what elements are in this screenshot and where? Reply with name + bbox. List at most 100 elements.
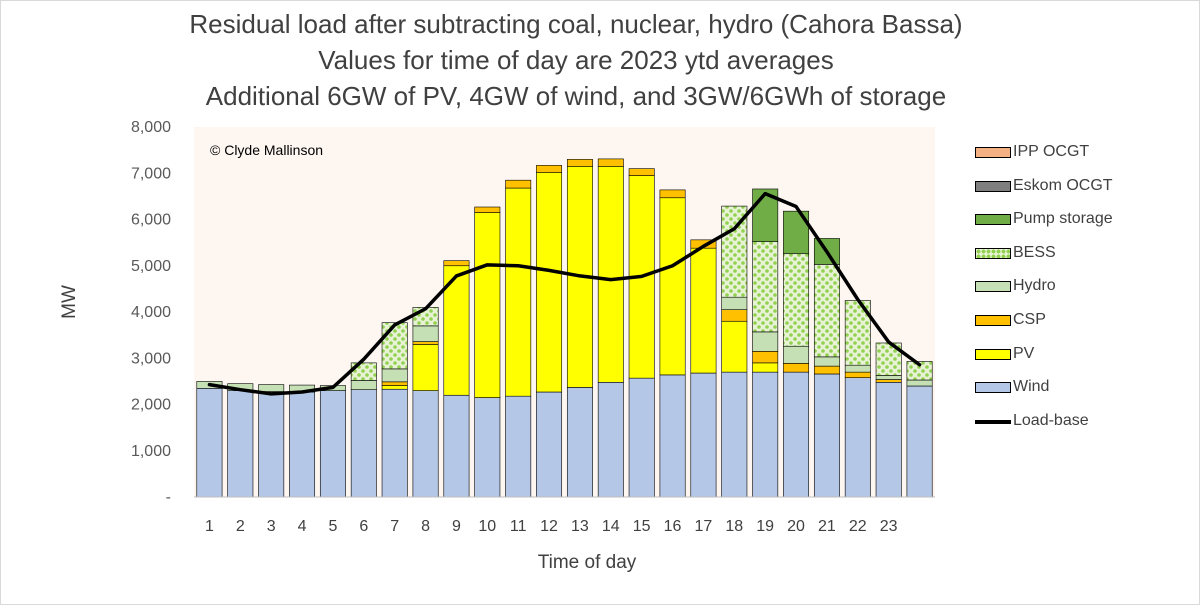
y-tick-label: 6,000	[131, 212, 171, 229]
bar-stacks	[196, 158, 933, 498]
bar-segment-wind	[906, 385, 933, 498]
bar-segment-wind	[752, 371, 779, 498]
bar-segment-hydro	[721, 296, 748, 310]
bar-segment-bess	[752, 241, 779, 333]
bar-segment-wind	[690, 372, 717, 498]
bar-segment-pv	[505, 187, 532, 397]
bar-segment-csp	[597, 158, 624, 167]
bar-segment-pv	[752, 362, 779, 373]
y-tick-label: 7,000	[131, 165, 171, 182]
x-tick-label: 1	[205, 518, 214, 535]
x-tick-label: 19	[756, 518, 774, 535]
legend-swatch	[975, 419, 1011, 424]
bar-segment-csp	[381, 381, 408, 386]
x-tick-label: 21	[818, 518, 836, 535]
bar-segment-pv	[690, 247, 717, 374]
bar-segment-hydro	[752, 331, 779, 352]
bar-segment-wind	[628, 377, 655, 498]
bar-segment-pv	[721, 320, 748, 373]
y-tick-label: 3,000	[131, 350, 171, 367]
bar-segment-wind	[597, 381, 624, 498]
bar-segment-csp	[566, 159, 593, 167]
bar-segment-csp	[659, 189, 686, 199]
bar-segment-wind	[875, 381, 902, 498]
bar-segment-wind	[844, 377, 871, 498]
legend-swatch	[975, 147, 1011, 158]
legend-label: CSP	[1013, 311, 1046, 328]
x-tick-label: 8	[421, 518, 430, 535]
x-tick-label: 6	[359, 518, 368, 535]
bar-segment-wind	[196, 388, 223, 498]
legend-label: BESS	[1013, 243, 1056, 261]
x-tick-label: 20	[787, 518, 805, 535]
x-tick-label: 23	[880, 518, 898, 535]
bar-segment-csp	[443, 260, 470, 267]
bar-segment-csp	[536, 165, 563, 173]
bar-segment-hydro	[412, 325, 439, 342]
bar-segment-bess	[906, 361, 933, 381]
y-tick-label: -	[166, 489, 171, 506]
x-tick-label: 7	[390, 518, 399, 535]
legend-swatch	[975, 247, 1011, 259]
legend-swatch	[975, 348, 1011, 360]
bar-segment-wind	[350, 389, 377, 498]
bar-segment-pv	[659, 197, 686, 376]
legend-label: Load-base	[1013, 411, 1089, 429]
legend-swatch	[975, 180, 1011, 192]
bar-segment-hydro	[844, 364, 871, 373]
bar-segment-wind	[505, 395, 532, 498]
bar-segment-hydro	[783, 345, 810, 364]
y-tick-label: 4,000	[131, 304, 171, 321]
legend-label: Eskom OCGT	[1013, 176, 1113, 194]
chart-title-line-1: Residual load after subtracting coal, nu…	[189, 9, 963, 39]
bar-segment-wind	[319, 390, 346, 498]
bar-segment-pv	[381, 385, 408, 390]
bar-segment-wind	[659, 374, 686, 498]
bar-segment-csp	[813, 365, 840, 375]
legend-swatch	[975, 214, 1011, 226]
bar-segment-csp	[783, 363, 810, 373]
x-tick-label: 14	[602, 518, 620, 535]
legend-swatch	[975, 281, 1011, 293]
load-base-line-group	[207, 191, 922, 396]
bar-segment-pv	[474, 212, 501, 398]
bar-segment-hydro	[875, 375, 902, 380]
x-tick-label: 13	[571, 518, 589, 535]
bar-segment-csp	[412, 341, 439, 345]
x-tick-label: 10	[478, 518, 496, 535]
y-tick-label: 2,000	[131, 397, 171, 414]
y-tick-label: 1,000	[131, 443, 171, 460]
bar-segment-hydro	[906, 379, 933, 387]
bar-segment-hydro	[258, 384, 285, 392]
chart-title-line-3: Additional 6GW of PV, 4GW of wind, and 3…	[205, 81, 947, 111]
bar-segment-wind	[536, 391, 563, 498]
bar-segment-wind	[566, 387, 593, 498]
bar-segment-pv	[597, 166, 624, 383]
bar-segment-wind	[412, 390, 439, 498]
y-tick-label: 8,000	[131, 119, 171, 136]
bar-segment-wind	[474, 397, 501, 498]
bar-segment-wind	[381, 388, 408, 498]
bar-segment-hydro	[350, 380, 377, 391]
x-tick-label: 3	[267, 518, 276, 535]
plot-area	[194, 127, 935, 497]
chart-title-line-2: Values for time of day are 2023 ytd aver…	[318, 45, 834, 75]
x-tick-label: 5	[328, 518, 337, 535]
legend-swatch	[975, 315, 1011, 326]
legend-label: Wind	[1013, 378, 1050, 396]
y-axis-title: MW	[59, 285, 80, 319]
bar-segment-wind	[783, 371, 810, 498]
bar-segment-bess	[783, 253, 810, 347]
bar-segment-csp	[628, 168, 655, 176]
bar-segment-wind	[289, 391, 316, 498]
x-tick-label: 9	[452, 518, 461, 535]
bar-segment-bess	[381, 322, 408, 370]
bar-segment-csp	[474, 206, 501, 213]
legend-swatch	[975, 382, 1011, 394]
x-tick-label: 15	[633, 518, 651, 535]
bar-segment-pv	[536, 172, 563, 393]
x-tick-label: 16	[664, 518, 682, 535]
legend-label: Pump storage	[1013, 210, 1113, 228]
bar-segment-csp	[844, 371, 871, 378]
